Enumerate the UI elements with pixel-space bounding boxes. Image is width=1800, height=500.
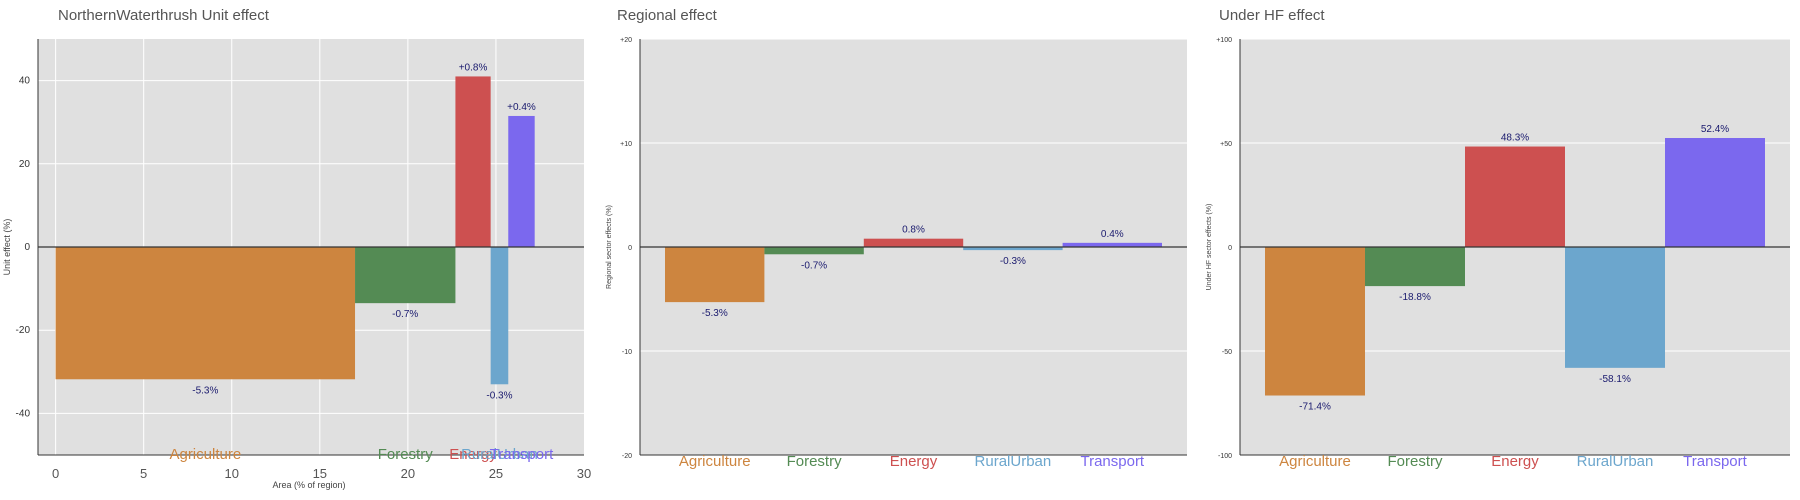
chart-title: Regional effect (617, 7, 718, 24)
data-label-forestry: -0.7% (392, 309, 418, 320)
bar-agriculture (1265, 247, 1365, 396)
bar-transport (508, 115, 535, 248)
category-label-agriculture: Agriculture (679, 453, 751, 470)
bar-energy (455, 76, 491, 247)
data-label-agriculture: -71.4% (1299, 402, 1331, 413)
data-label-transport: 52.4% (1701, 124, 1729, 135)
category-label-forestry: Forestry (378, 446, 434, 463)
data-label-energy: +0.8% (459, 62, 488, 73)
bar-forestry (355, 247, 456, 304)
bar-energy (1465, 146, 1565, 247)
x-tick-label: 30 (577, 466, 591, 481)
bar-ruralurban (1565, 247, 1665, 368)
y-tick-label: -20 (16, 325, 31, 336)
category-label-ruralurban: RuralUrban (975, 453, 1052, 470)
x-tick-label: 10 (225, 466, 239, 481)
category-label-transport: Transport (490, 446, 554, 463)
y-tick-label: +10 (620, 141, 632, 148)
category-label-agriculture: Agriculture (169, 446, 241, 463)
category-label-forestry: Forestry (787, 453, 843, 470)
x-tick-label: 15 (313, 466, 327, 481)
category-label-ruralurban: RuralUrban (461, 446, 538, 463)
category-label-ruralurban: RuralUrban (1577, 453, 1654, 470)
data-label-energy: 0.8% (902, 225, 925, 236)
y-tick-label: -40 (16, 408, 31, 419)
y-tick-label: -10 (622, 349, 632, 356)
bar-agriculture (55, 247, 356, 380)
chart-title: NorthernWaterthrush Unit effect (58, 7, 270, 24)
category-label-agriculture: Agriculture (1279, 453, 1351, 470)
x-tick-label: 25 (489, 466, 503, 481)
data-label-forestry: -18.8% (1399, 292, 1431, 303)
y-tick-label: 0 (628, 245, 632, 252)
y-tick-label: +100 (1216, 37, 1232, 44)
bar-ruralurban (490, 247, 509, 385)
category-label-forestry: Forestry (1387, 453, 1443, 470)
x-tick-label: 0 (52, 466, 59, 481)
chart-title: Under HF effect (1219, 7, 1325, 24)
data-label-transport: +0.4% (507, 102, 536, 113)
y-tick-label: +20 (620, 37, 632, 44)
x-tick-label: 20 (401, 466, 415, 481)
data-label-forestry: -0.7% (801, 260, 827, 271)
data-label-ruralurban: -0.3% (486, 390, 512, 401)
bar-agriculture (665, 247, 765, 303)
bar-transport (1665, 138, 1765, 247)
category-label-energy: Energy (1491, 453, 1539, 470)
y-tick-label: -20 (622, 453, 632, 460)
bar-forestry (764, 247, 864, 255)
data-label-agriculture: -5.3% (192, 385, 218, 396)
y-tick-label: -50 (1222, 349, 1232, 356)
under-hf-effect-panel: Under HF effect -100 -50 0 +50 +100 Under HF s… (1206, 7, 1790, 470)
data-label-transport: 0.4% (1101, 229, 1124, 240)
y-tick-label: 40 (19, 76, 31, 87)
category-label-transport: Transport (1683, 453, 1747, 470)
x-axis-label: Area (% of region) (272, 480, 345, 490)
data-label-ruralurban: -58.1% (1599, 374, 1631, 385)
y-axis-label: Under HF sector effects (%) (1206, 204, 1213, 291)
category-label-transport: Transport (1080, 453, 1144, 470)
data-label-ruralurban: -0.3% (1000, 256, 1026, 267)
category-label-energy: Energy (449, 446, 497, 463)
y-tick-label: 0 (24, 242, 30, 253)
y-tick-label: 0 (1228, 245, 1232, 252)
category-label-energy: Energy (890, 453, 938, 470)
bar-ruralurban (963, 247, 1063, 251)
data-label-agriculture: -5.3% (702, 308, 728, 319)
y-axis-label: Unit effect (%) (2, 219, 12, 276)
bar-forestry (1365, 247, 1465, 287)
bar-energy (863, 238, 964, 247)
unit-effect-panel: NorthernWaterthrush Unit effect 0 5 10 15 20 2… (2, 7, 591, 490)
y-tick-label: 20 (19, 159, 31, 170)
x-tick-label: 5 (140, 466, 147, 481)
y-tick-label: +50 (1220, 141, 1232, 148)
data-label-energy: 48.3% (1501, 133, 1529, 144)
y-axis-label: Regional sector effects (%) (606, 205, 613, 289)
bar-transport (1062, 242, 1162, 247)
y-tick-label: -100 (1218, 453, 1232, 460)
regional-effect-panel: Regional effect -20 -10 0 +10 +20 Regional sec… (606, 7, 1187, 470)
